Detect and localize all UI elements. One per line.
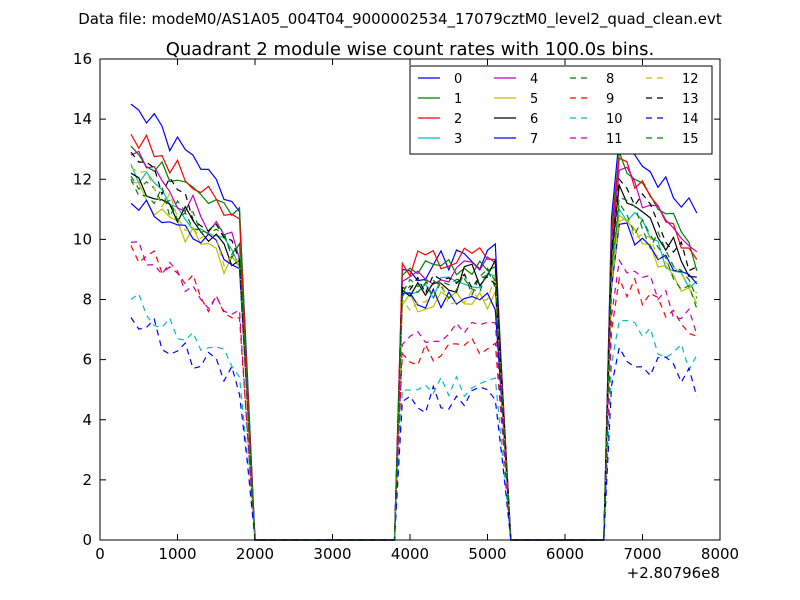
y-tick-label: 6 <box>82 351 92 369</box>
x-tick-label: 5000 <box>468 545 506 563</box>
legend-label-5: 5 <box>530 92 538 107</box>
y-tick-label: 4 <box>82 411 92 429</box>
legend-box <box>409 65 713 155</box>
legend-label-9: 9 <box>606 92 614 107</box>
x-tick-label: 8000 <box>701 545 739 563</box>
series-line-2 <box>130 133 698 541</box>
x-tick-label: 0 <box>95 545 105 563</box>
series-line-12 <box>130 166 698 541</box>
x-tick-label: 1000 <box>158 545 196 563</box>
y-tick-label: 8 <box>82 291 92 309</box>
y-tick-label: 2 <box>82 471 92 489</box>
legend-label-12: 12 <box>682 72 699 87</box>
x-tick-label: 7000 <box>623 545 661 563</box>
series-line-4 <box>130 150 698 541</box>
x-offset-label: +2.80796e8 <box>627 564 720 582</box>
x-tick-label: 2000 <box>236 545 274 563</box>
legend-label-4: 4 <box>530 72 538 87</box>
y-tick-label: 14 <box>73 110 92 128</box>
series-line-13 <box>130 151 698 541</box>
legend-label-15: 15 <box>682 132 699 147</box>
series-line-11 <box>130 241 698 541</box>
legend-label-10: 10 <box>606 112 623 127</box>
x-tick-label: 6000 <box>546 545 584 563</box>
legend-label-2: 2 <box>454 112 462 127</box>
figure-suptitle: Data file: modeM0/AS1A05_004T04_90000025… <box>78 10 722 29</box>
legend-label-1: 1 <box>454 92 462 107</box>
series-line-8 <box>130 175 698 541</box>
legend-label-0: 0 <box>454 72 462 87</box>
y-tick-label: 10 <box>73 230 92 248</box>
chart-title: Quadrant 2 module wise count rates with … <box>166 39 655 60</box>
legend-label-6: 6 <box>530 112 538 127</box>
axis-ticks: 0 1000 2000 3000 4000 5000 6000 7000 80000246810… <box>73 50 739 563</box>
legend-label-13: 13 <box>682 92 699 107</box>
y-tick-label: 16 <box>73 50 92 68</box>
legend-label-3: 3 <box>454 132 462 147</box>
series-lines <box>130 103 698 541</box>
series-line-9 <box>130 245 698 541</box>
series-line-14 <box>130 317 698 541</box>
series-line-15 <box>130 179 698 541</box>
x-tick-label: 4000 <box>391 545 429 563</box>
y-tick-label: 12 <box>73 170 92 188</box>
legend-label-14: 14 <box>682 112 699 127</box>
y-tick-label: 0 <box>82 531 92 549</box>
series-line-7 <box>130 199 698 541</box>
x-tick-label: 3000 <box>313 545 351 563</box>
series-line-0 <box>130 103 698 541</box>
series-line-10 <box>130 292 698 541</box>
legend-label-7: 7 <box>530 132 538 147</box>
legend-label-11: 11 <box>606 132 623 147</box>
legend-label-8: 8 <box>606 72 614 87</box>
